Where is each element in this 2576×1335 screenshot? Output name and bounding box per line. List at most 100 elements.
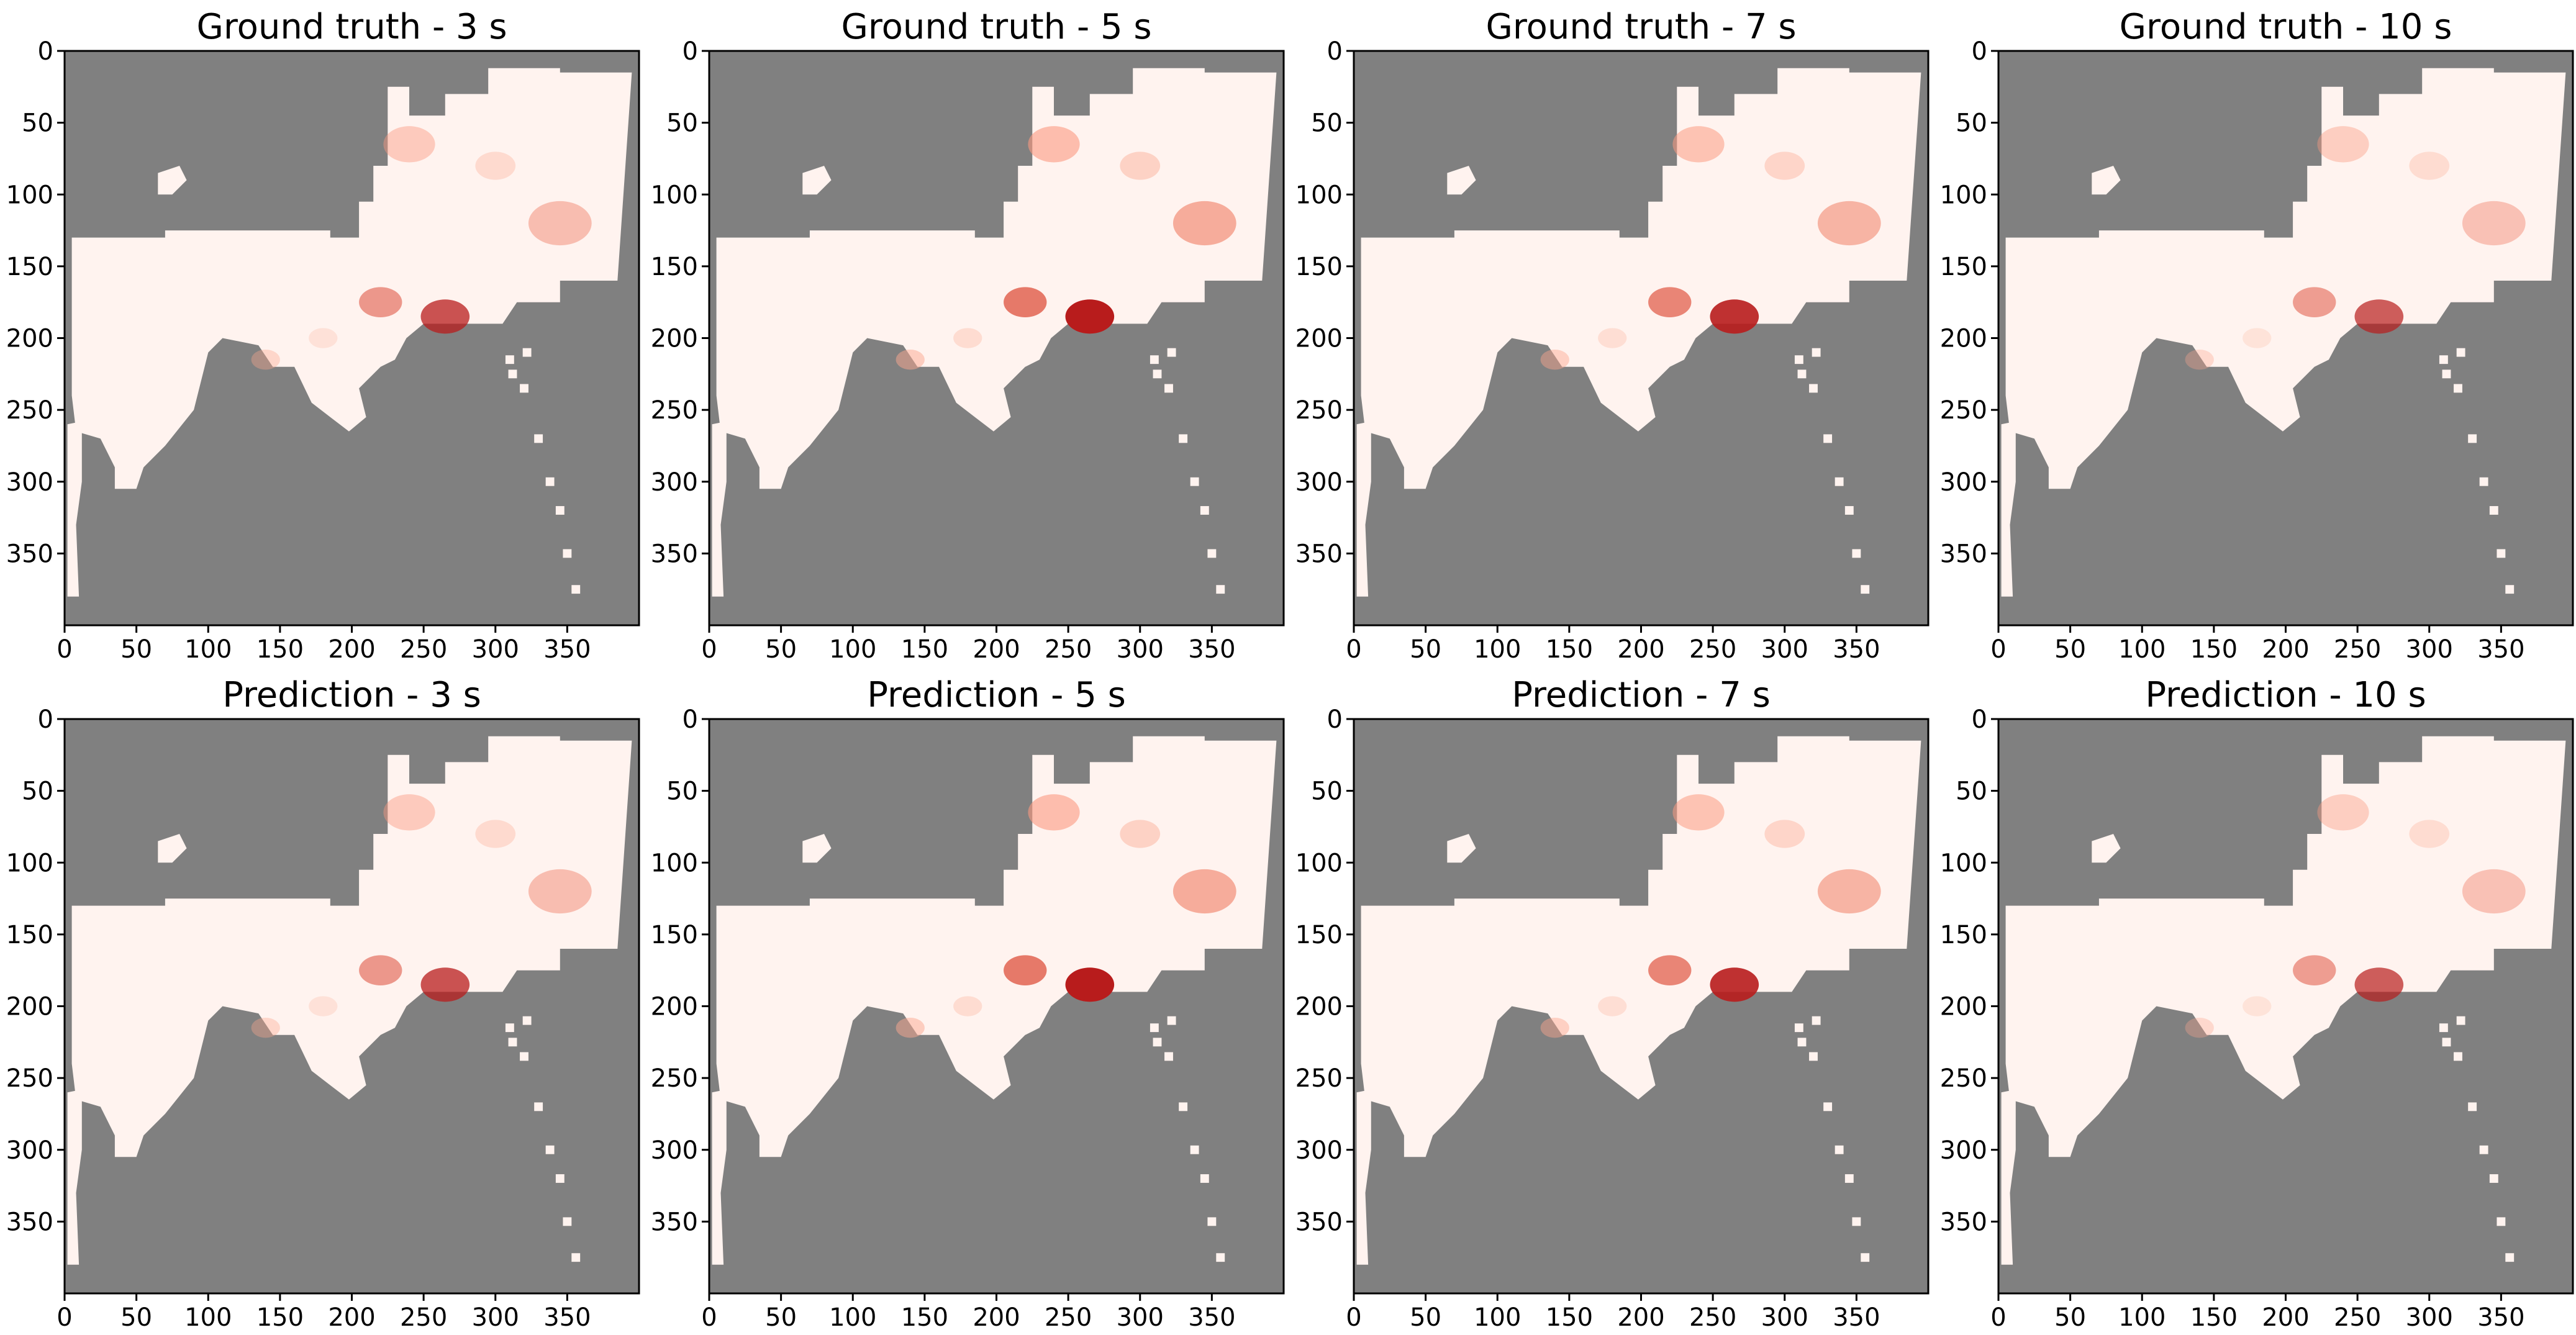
panel-title: Prediction - 7 s xyxy=(1512,675,1771,715)
heatmap-cell xyxy=(1834,1145,1844,1154)
y-tick-label: 200 xyxy=(651,325,698,353)
x-tick-label: 50 xyxy=(2054,635,2086,664)
heatmap-region xyxy=(71,68,632,489)
heatmap-hotspot xyxy=(1120,820,1161,848)
heatmap-cell xyxy=(2497,1217,2506,1226)
heatmap-strip xyxy=(67,1089,82,1265)
y-tick-label: 250 xyxy=(1940,1064,1987,1093)
heatmap-cell xyxy=(1844,506,1854,515)
y-tick-label: 50 xyxy=(666,777,698,806)
heatmap-cell xyxy=(1812,348,1821,357)
x-tick-label: 250 xyxy=(1689,1303,1736,1332)
y-tick-label: 250 xyxy=(651,396,698,425)
x-tick-label: 0 xyxy=(1346,1303,1361,1332)
x-tick-label: 50 xyxy=(120,1303,152,1332)
heatmap-region xyxy=(2005,736,2566,1157)
heatmap-cell xyxy=(1153,1038,1162,1047)
heatmap-strip xyxy=(2001,1089,2016,1265)
heatmap-cell xyxy=(2468,434,2477,443)
heatmap-hotspot xyxy=(420,299,470,334)
x-tick-label: 350 xyxy=(2477,1303,2524,1332)
heatmap-cell xyxy=(571,1253,581,1262)
heatmap-cell xyxy=(2505,585,2515,594)
heatmap-hotspot xyxy=(1764,820,1805,848)
heatmap-hotspot xyxy=(1540,1018,1569,1038)
heatmap-hotspot xyxy=(309,328,338,348)
heatmap-hotspot xyxy=(1598,328,1627,348)
y-tick-label: 50 xyxy=(1956,109,1987,138)
x-tick-label: 250 xyxy=(400,1303,447,1332)
y-tick-label: 350 xyxy=(6,1208,53,1236)
x-tick-label: 200 xyxy=(2262,635,2309,664)
heatmap-cell xyxy=(1190,477,1199,486)
y-tick-label: 100 xyxy=(1940,181,1987,209)
heatmap-hotspot xyxy=(2354,967,2404,1002)
y-tick-label: 0 xyxy=(1327,37,1343,66)
heatmap-hotspot xyxy=(2354,299,2404,334)
heatmap-cell xyxy=(1852,549,1861,558)
heatmap-hotspot xyxy=(383,794,435,831)
y-tick-label: 300 xyxy=(1295,468,1343,497)
x-tick-label: 200 xyxy=(973,635,1020,664)
heatmap-islet xyxy=(1447,166,1476,195)
x-tick-label: 0 xyxy=(57,1303,72,1332)
heatmap-cell xyxy=(1150,355,1159,364)
x-tick-label: 200 xyxy=(1617,635,1664,664)
x-tick-label: 0 xyxy=(701,1303,717,1332)
heatmap-hotspot xyxy=(1817,869,1881,914)
heatmap-hotspot xyxy=(2462,869,2526,914)
heatmap-cell xyxy=(545,477,555,486)
y-tick-label: 250 xyxy=(651,1064,698,1093)
heatmap-hotspot xyxy=(2243,996,2272,1016)
x-tick-label: 100 xyxy=(184,1303,232,1332)
heatmap-hotspot xyxy=(1672,126,1725,163)
heatmap-cell xyxy=(508,1038,517,1047)
y-tick-label: 350 xyxy=(1940,540,1987,568)
heatmap-cell xyxy=(1794,1023,1803,1033)
x-tick-label: 100 xyxy=(1474,635,1521,664)
heatmap-cell xyxy=(1797,369,1807,379)
heatmap-hotspot xyxy=(2293,287,2336,317)
panel-title: Ground truth - 5 s xyxy=(841,7,1151,47)
x-tick-label: 200 xyxy=(1617,1303,1664,1332)
x-tick-label: 250 xyxy=(2334,635,2381,664)
y-tick-label: 150 xyxy=(651,253,698,281)
y-tick-label: 250 xyxy=(1295,1064,1343,1093)
y-tick-label: 50 xyxy=(22,777,53,806)
heatmap-cell xyxy=(2479,477,2488,486)
heatmap-region xyxy=(2005,68,2566,489)
heatmap-hotspot xyxy=(1648,955,1692,985)
heatmap-islet xyxy=(802,834,832,863)
x-tick-label: 250 xyxy=(1045,1303,1092,1332)
panel-title: Ground truth - 3 s xyxy=(196,7,507,47)
heatmap-cell xyxy=(1216,585,1225,594)
heatmap-islet xyxy=(802,166,832,195)
heatmap-cell xyxy=(505,355,514,364)
x-tick-label: 350 xyxy=(543,635,591,664)
heatmap-cell xyxy=(1861,585,1870,594)
y-tick-label: 100 xyxy=(651,181,698,209)
heatmap-strip xyxy=(67,421,82,597)
y-tick-label: 350 xyxy=(651,540,698,568)
x-tick-label: 350 xyxy=(1833,635,1880,664)
heatmap-cell xyxy=(555,506,565,515)
panel-7: Prediction - 7 s 0 50 100 150 200 250 300 350 0 50… xyxy=(1295,675,1930,1332)
heatmap-cell xyxy=(1200,1174,1209,1183)
heatmap-cell xyxy=(1823,434,1833,443)
heatmap-hotspot xyxy=(1672,794,1725,831)
y-tick-label: 50 xyxy=(1956,777,1987,806)
x-tick-label: 300 xyxy=(1117,635,1164,664)
heatmap-hotspot xyxy=(528,869,592,914)
y-tick-label: 100 xyxy=(1940,849,1987,877)
x-tick-label: 50 xyxy=(120,635,152,664)
heatmap-cell xyxy=(1207,549,1217,558)
heatmap-hotspot xyxy=(2243,328,2272,348)
x-tick-label: 50 xyxy=(765,635,797,664)
heatmap-hotspot xyxy=(309,996,338,1016)
heatmap-hotspot xyxy=(2462,201,2526,246)
x-tick-label: 150 xyxy=(1546,1303,1593,1332)
x-tick-label: 250 xyxy=(400,635,447,664)
y-tick-label: 350 xyxy=(1295,540,1343,568)
x-tick-label: 250 xyxy=(1689,635,1736,664)
heatmap-hotspot xyxy=(896,350,925,370)
